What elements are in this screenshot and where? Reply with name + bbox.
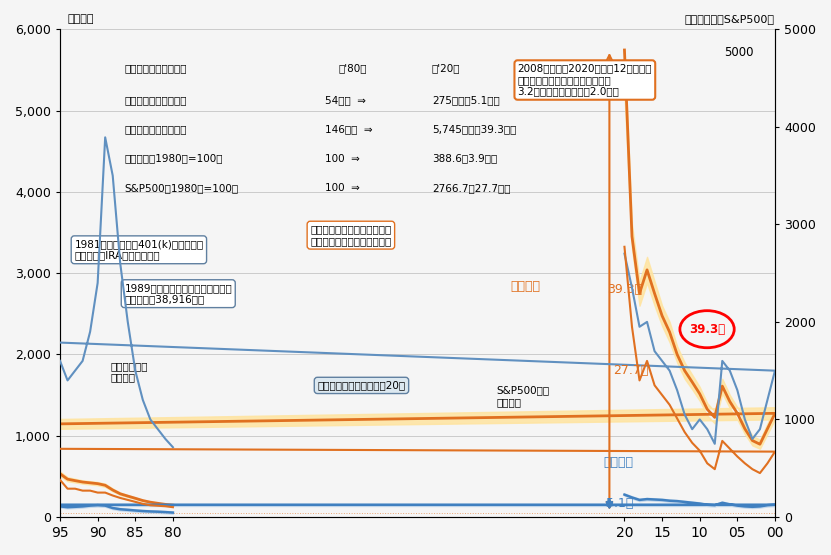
Text: 5,745兆円（39.3倍）: 5,745兆円（39.3倍） — [432, 124, 516, 134]
Text: 日経平均指数
（右軸）: 日経平均指数 （右軸） — [110, 361, 148, 382]
Text: 54兆円  ⇒: 54兆円 ⇒ — [325, 95, 366, 105]
Text: 日本家計: 日本家計 — [603, 456, 633, 469]
Text: 2766.7（27.7倍）: 2766.7（27.7倍） — [432, 183, 510, 193]
Text: 1989年末：日経平均が史上最高値
　　　　（38,916円）: 1989年末：日経平均が史上最高値 （38,916円） — [125, 283, 232, 305]
Text: 日本の株式・投信残高: 日本の株式・投信残高 — [125, 95, 187, 105]
Text: 388.6（3.9倍）: 388.6（3.9倍） — [432, 154, 497, 164]
Text: 2008年末から2020年末の12年間で、
米国家計の株式・投信残高は、約
3.2倍に拡大（日本は約2.0倍）: 2008年末から2020年末の12年間で、 米国家計の株式・投信残高は、約 3.… — [518, 63, 652, 97]
Text: 米国家計: 米国家計 — [510, 280, 540, 293]
Text: 日経平均（1980年=100）: 日経平均（1980年=100） — [125, 154, 223, 164]
Text: 日本の株式・投信残高: 日本の株式・投信残高 — [125, 63, 187, 73]
Text: 100  ⇒: 100 ⇒ — [325, 183, 360, 193]
Text: 275兆円（5.1倍）: 275兆円（5.1倍） — [432, 95, 499, 105]
Text: （'20）: （'20） — [432, 63, 460, 73]
Text: S&P500指数
（右軸）: S&P500指数 （右軸） — [496, 385, 549, 407]
Text: 146兆円  ⇒: 146兆円 ⇒ — [325, 124, 372, 134]
Text: 5000: 5000 — [724, 47, 754, 59]
Text: （兆円）: （兆円） — [67, 14, 94, 24]
Text: （'80）: （'80） — [339, 63, 367, 73]
Text: 27.7倍: 27.7倍 — [613, 364, 648, 377]
Text: 39.3倍: 39.3倍 — [689, 322, 725, 336]
Text: デフレの継続と失われた20年: デフレの継続と失われた20年 — [317, 380, 406, 390]
Text: 5.1倍: 5.1倍 — [606, 497, 633, 510]
Text: S&P500（1980年=100）: S&P500（1980年=100） — [125, 183, 238, 193]
Text: 100  ⇒: 100 ⇒ — [325, 154, 360, 164]
Text: 米国の株式・投信残高: 米国の株式・投信残高 — [125, 124, 187, 134]
Text: 堅調な株式市場を受け、家計
の株式・投信等の残高が増加: 堅調な株式市場を受け、家計 の株式・投信等の残高が増加 — [310, 224, 391, 246]
Text: 1981年：企業型の401(k)スタート、
　個人型のIRAの対象者拡大: 1981年：企業型の401(k)スタート、 個人型のIRAの対象者拡大 — [74, 239, 204, 261]
Text: （日経平均、S&P500）: （日経平均、S&P500） — [685, 14, 775, 24]
Text: 39.3倍: 39.3倍 — [607, 283, 642, 296]
